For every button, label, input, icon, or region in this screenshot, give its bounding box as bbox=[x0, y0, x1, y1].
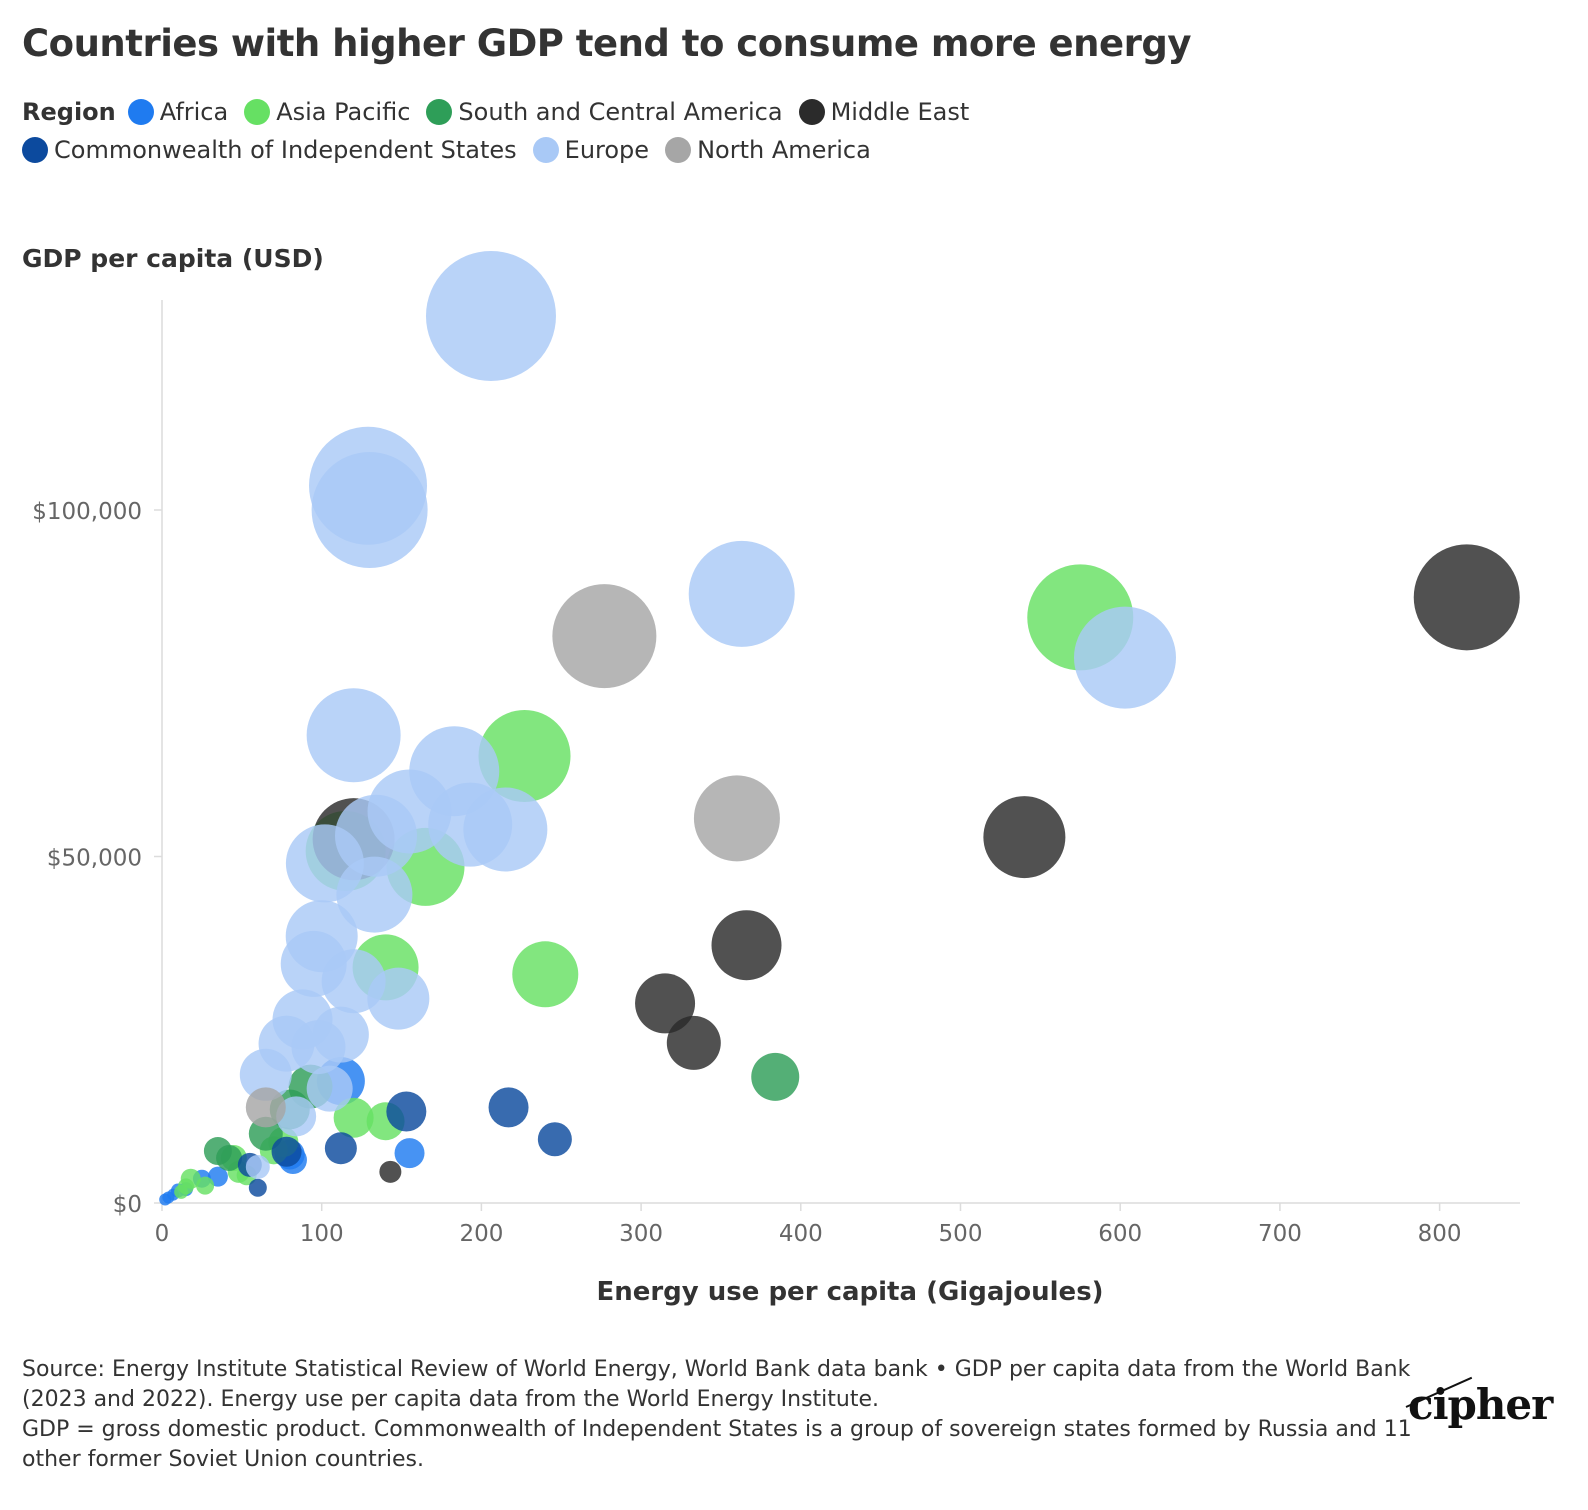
scatter-plot: 0 100 200 300 400 500 600 700 800 $0 $50,000 $100,0… bbox=[32, 250, 1520, 1247]
legend-label-cis: Commonwealth of Independent States bbox=[54, 136, 517, 164]
x-tick-label: 200 bbox=[459, 1221, 503, 1247]
x-tick-label: 0 bbox=[155, 1221, 170, 1247]
data-point-commonwealth-of-independent-states bbox=[488, 1087, 529, 1128]
data-point-south-and-central-america bbox=[751, 1052, 800, 1101]
data-point-commonwealth-of-independent-states bbox=[248, 1178, 267, 1197]
legend-title: Region bbox=[22, 98, 116, 126]
data-point-asia-pacific bbox=[180, 1168, 201, 1189]
legend-item-middle-east[interactable]: Middle East bbox=[798, 98, 970, 126]
cipher-logo: cipher bbox=[1405, 1376, 1558, 1446]
data-point-europe bbox=[367, 967, 430, 1030]
data-point-africa bbox=[394, 1138, 425, 1169]
data-point-north-america bbox=[552, 584, 657, 689]
legend-swatch-north-america bbox=[665, 137, 692, 163]
data-point-europe bbox=[336, 856, 413, 933]
legend: Region Africa Asia Pacific South and Cen… bbox=[22, 98, 1142, 164]
legend-item-north-america[interactable]: North America bbox=[665, 136, 871, 164]
x-tick-label: 700 bbox=[1258, 1221, 1302, 1247]
data-point-asia-pacific bbox=[333, 1097, 374, 1138]
legend-swatch-europe bbox=[532, 137, 559, 163]
y-tick-label: $0 bbox=[113, 1192, 142, 1218]
chart-title: Countries with higher GDP tend to consum… bbox=[22, 22, 1191, 65]
legend-label-middle-east: Middle East bbox=[830, 98, 970, 126]
data-point-middle-east bbox=[666, 1015, 721, 1070]
legend-label-south-central-america: South and Central America bbox=[458, 98, 783, 126]
data-point-commonwealth-of-independent-states bbox=[386, 1091, 427, 1132]
data-point-middle-east bbox=[1413, 544, 1520, 651]
data-point-middle-east bbox=[983, 796, 1066, 879]
data-point-asia-pacific bbox=[196, 1176, 215, 1195]
x-tick-label: 300 bbox=[619, 1221, 663, 1247]
x-tick-label: 600 bbox=[1098, 1221, 1142, 1247]
legend-swatch-middle-east bbox=[798, 99, 825, 125]
data-point-commonwealth-of-independent-states bbox=[324, 1132, 357, 1165]
legend-label-north-america: North America bbox=[697, 136, 871, 164]
data-point-asia-pacific bbox=[512, 941, 579, 1008]
brand-wordmark: cipher bbox=[1408, 1380, 1553, 1429]
data-point-commonwealth-of-independent-states bbox=[271, 1136, 302, 1167]
data-point-middle-east bbox=[379, 1160, 402, 1183]
legend-item-cis[interactable]: Commonwealth of Independent States bbox=[22, 136, 517, 164]
x-axis-title: Energy use per capita (Gigajoules) bbox=[596, 1277, 1104, 1307]
source-text: Source: Energy Institute Statistical Rev… bbox=[22, 1357, 1411, 1412]
legend-item-south-central-america[interactable]: South and Central America bbox=[426, 98, 783, 126]
y-axis-title: GDP per capita (USD) bbox=[22, 244, 324, 273]
data-point-commonwealth-of-independent-states bbox=[537, 1122, 572, 1157]
x-tick-label: 500 bbox=[939, 1221, 983, 1247]
data-point-middle-east bbox=[711, 910, 782, 981]
legend-label-asia-pacific: Asia Pacific bbox=[276, 98, 411, 126]
legend-label-africa: Africa bbox=[159, 98, 229, 126]
x-tick-label: 800 bbox=[1418, 1221, 1462, 1247]
legend-swatch-cis bbox=[22, 137, 48, 163]
data-point-europe bbox=[688, 540, 795, 647]
legend-label-europe: Europe bbox=[564, 136, 650, 164]
data-point-north-america bbox=[245, 1087, 286, 1128]
legend-item-asia-pacific[interactable]: Asia Pacific bbox=[244, 98, 410, 126]
x-tick-label: 400 bbox=[779, 1221, 823, 1247]
y-tick-label: $100,000 bbox=[32, 499, 142, 525]
data-point-middle-east bbox=[635, 973, 696, 1034]
legend-swatch-africa bbox=[127, 99, 154, 125]
source-note: Source: Energy Institute Statistical Rev… bbox=[22, 1355, 1412, 1475]
legend-item-europe[interactable]: Europe bbox=[532, 136, 650, 164]
data-point-south-and-central-america bbox=[216, 1144, 243, 1171]
data-point-europe bbox=[306, 688, 401, 783]
data-point-europe bbox=[1073, 606, 1176, 709]
data-point-europe bbox=[245, 1154, 270, 1179]
definitions-text: GDP = gross domestic product. Commonweal… bbox=[22, 1417, 1412, 1472]
legend-swatch-south-central-america bbox=[426, 99, 453, 125]
y-tick-label: $50,000 bbox=[47, 846, 142, 872]
data-point-north-america bbox=[693, 775, 780, 862]
legend-item-africa[interactable]: Africa bbox=[127, 98, 229, 126]
x-tick-label: 100 bbox=[300, 1221, 344, 1247]
data-point-europe bbox=[306, 1065, 353, 1112]
data-point-asia-pacific bbox=[478, 710, 571, 803]
legend-swatch-asia-pacific bbox=[244, 99, 271, 125]
data-point-europe bbox=[425, 250, 556, 381]
data-point-europe bbox=[463, 787, 548, 872]
data-point-europe bbox=[309, 426, 428, 545]
data-point-europe bbox=[312, 1006, 369, 1063]
data-point-europe bbox=[276, 1096, 317, 1137]
